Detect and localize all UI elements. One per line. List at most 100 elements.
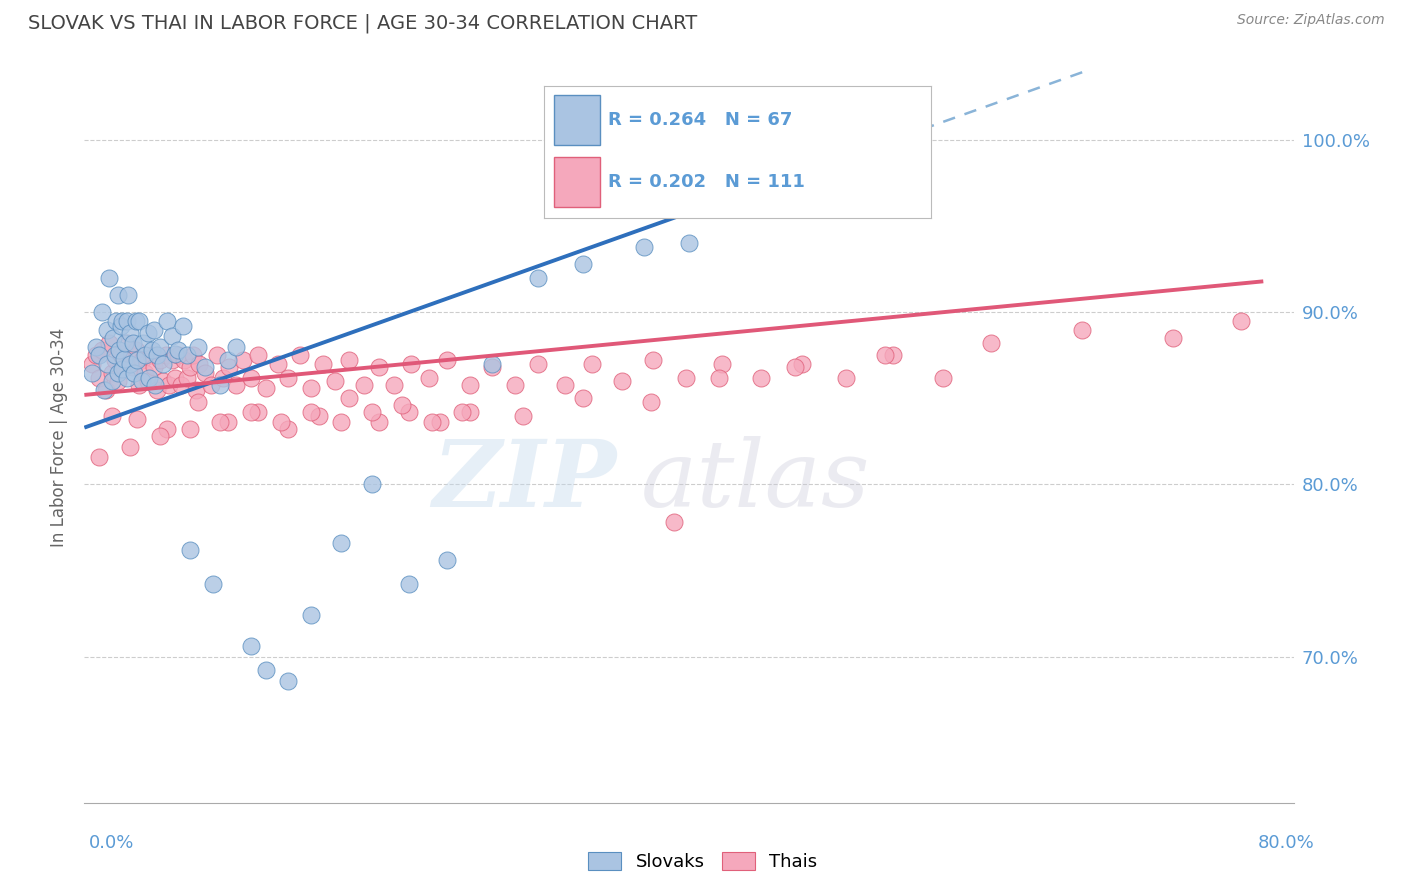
Point <box>187 340 209 354</box>
Point <box>117 288 139 302</box>
Point <box>299 381 322 395</box>
Point <box>1071 322 1094 336</box>
Point <box>481 357 503 371</box>
Point <box>675 370 697 384</box>
Point <box>368 360 391 375</box>
Point <box>104 353 127 368</box>
Point <box>225 340 247 354</box>
Point <box>429 416 451 430</box>
Point <box>254 663 277 677</box>
Point <box>149 340 172 354</box>
Point <box>212 370 235 384</box>
Point <box>172 319 194 334</box>
Point <box>527 357 550 371</box>
Point <box>138 370 160 384</box>
Point <box>142 360 165 375</box>
Point <box>176 370 198 384</box>
Point <box>399 357 422 371</box>
Point <box>398 577 420 591</box>
Point <box>458 377 481 392</box>
Point <box>104 348 127 362</box>
Point <box>149 353 172 368</box>
Point <box>581 357 603 371</box>
Point <box>239 370 262 384</box>
Point <box>86 348 108 362</box>
Point <box>160 353 183 368</box>
Point <box>458 405 481 419</box>
Point <box>391 398 413 412</box>
Point <box>640 394 662 409</box>
Text: 80.0%: 80.0% <box>1258 834 1315 852</box>
Point <box>80 366 103 380</box>
Point <box>134 366 156 380</box>
Point <box>114 336 136 351</box>
Point <box>107 288 129 302</box>
Point <box>156 422 179 436</box>
Point <box>100 366 122 380</box>
Point <box>91 343 114 358</box>
Point <box>112 360 135 375</box>
Point <box>152 374 174 388</box>
Point <box>118 440 141 454</box>
Point <box>418 370 440 384</box>
Point <box>218 360 240 375</box>
Point <box>200 377 222 392</box>
Point <box>882 348 904 362</box>
Point <box>1229 314 1251 328</box>
Point <box>711 357 734 371</box>
Point <box>80 357 103 371</box>
Point <box>337 353 360 368</box>
Point <box>165 346 187 360</box>
Point <box>678 236 700 251</box>
Point <box>118 357 141 371</box>
Point <box>128 314 150 328</box>
Point <box>308 409 330 423</box>
Point <box>572 392 595 406</box>
Point <box>481 360 503 375</box>
Point <box>179 422 201 436</box>
Point <box>142 322 165 336</box>
Point <box>503 377 526 392</box>
Point <box>188 357 211 371</box>
Point <box>932 370 955 384</box>
Point <box>145 377 167 392</box>
Text: SLOVAK VS THAI IN LABOR FORCE | AGE 30-34 CORRELATION CHART: SLOVAK VS THAI IN LABOR FORCE | AGE 30-3… <box>28 13 697 33</box>
Point <box>792 357 814 371</box>
Point <box>270 416 292 430</box>
Point <box>239 639 262 653</box>
Point <box>134 348 156 362</box>
Point <box>101 331 124 345</box>
Point <box>173 353 195 368</box>
Point <box>353 377 375 392</box>
Point <box>299 405 322 419</box>
Point <box>115 314 138 328</box>
Point <box>86 340 108 354</box>
Point <box>194 360 217 375</box>
Point <box>783 360 806 375</box>
Point <box>152 357 174 371</box>
Point <box>179 542 201 557</box>
Point <box>149 429 172 443</box>
Y-axis label: In Labor Force | Age 30-34: In Labor Force | Age 30-34 <box>51 327 69 547</box>
Point <box>132 336 155 351</box>
Point <box>131 374 153 388</box>
Point <box>141 343 163 358</box>
Point <box>139 348 162 362</box>
Point <box>108 343 131 358</box>
Point <box>89 370 111 384</box>
Point <box>94 383 117 397</box>
Point <box>97 271 120 285</box>
Point <box>572 257 595 271</box>
Text: Source: ZipAtlas.com: Source: ZipAtlas.com <box>1237 13 1385 28</box>
Point <box>96 322 118 336</box>
Point <box>217 416 239 430</box>
Point <box>186 383 208 397</box>
Point <box>290 348 312 362</box>
Point <box>105 314 128 328</box>
Text: atlas: atlas <box>641 436 870 526</box>
Point <box>207 348 229 362</box>
Point <box>209 377 232 392</box>
Point <box>127 412 149 426</box>
Point <box>875 348 897 362</box>
Point <box>201 577 224 591</box>
